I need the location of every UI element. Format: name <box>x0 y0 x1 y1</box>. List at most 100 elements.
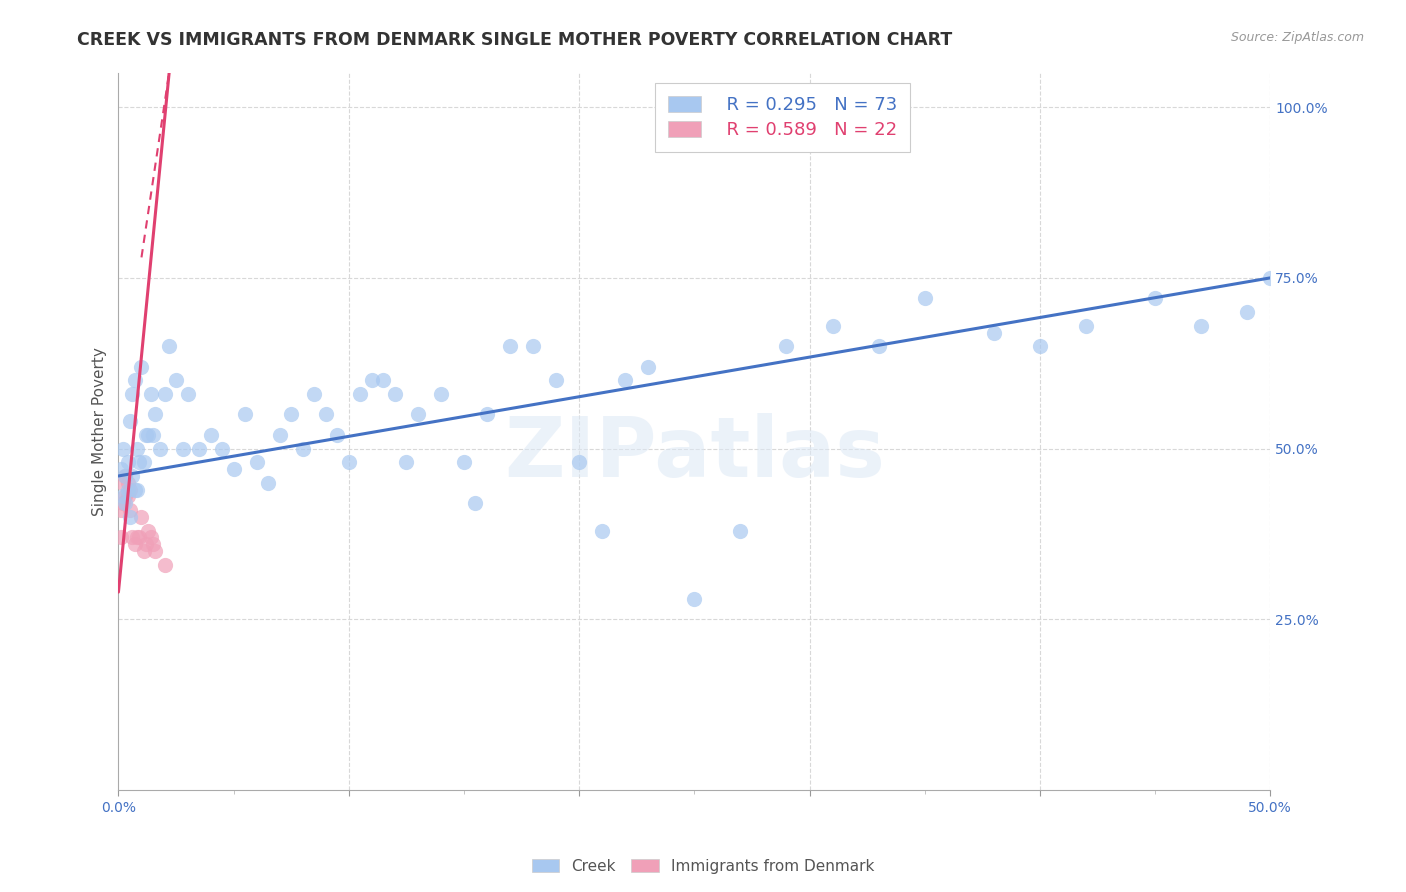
Point <box>124 483 146 497</box>
Point <box>117 475 139 490</box>
Point <box>125 530 148 544</box>
Point <box>337 455 360 469</box>
Point <box>430 387 453 401</box>
Point <box>1189 318 1212 333</box>
Point <box>142 537 165 551</box>
Point <box>233 408 256 422</box>
Point <box>983 326 1005 340</box>
Point <box>114 469 136 483</box>
Point <box>222 462 245 476</box>
Point <box>304 387 326 401</box>
Point <box>124 373 146 387</box>
Point <box>121 530 143 544</box>
Point <box>128 530 150 544</box>
Point <box>110 503 132 517</box>
Point <box>326 428 349 442</box>
Point <box>373 373 395 387</box>
Point <box>121 469 143 483</box>
Point <box>138 524 160 538</box>
Point <box>522 339 544 353</box>
Point <box>315 408 337 422</box>
Point <box>257 475 280 490</box>
Legend: Creek, Immigrants from Denmark: Creek, Immigrants from Denmark <box>526 853 880 880</box>
Point <box>165 373 187 387</box>
Point <box>143 408 166 422</box>
Point <box>139 530 162 544</box>
Point <box>118 483 141 497</box>
Point <box>1258 271 1281 285</box>
Point <box>153 387 176 401</box>
Point <box>499 339 522 353</box>
Point <box>142 428 165 442</box>
Point <box>149 442 172 456</box>
Text: CREEK VS IMMIGRANTS FROM DENMARK SINGLE MOTHER POVERTY CORRELATION CHART: CREEK VS IMMIGRANTS FROM DENMARK SINGLE … <box>77 31 953 49</box>
Point <box>914 292 936 306</box>
Point <box>730 524 752 538</box>
Text: ZIPatlas: ZIPatlas <box>503 413 884 493</box>
Point <box>291 442 314 456</box>
Point <box>112 496 135 510</box>
Point <box>280 408 302 422</box>
Point <box>143 544 166 558</box>
Point <box>637 359 659 374</box>
Point <box>132 455 155 469</box>
Point <box>112 475 135 490</box>
Point <box>110 462 132 476</box>
Point <box>131 510 153 524</box>
Point <box>395 455 418 469</box>
Point <box>591 524 613 538</box>
Point <box>360 373 382 387</box>
Point <box>118 503 141 517</box>
Point <box>153 558 176 572</box>
Point <box>1074 318 1097 333</box>
Point <box>117 455 139 469</box>
Point <box>349 387 371 401</box>
Point <box>139 387 162 401</box>
Point <box>112 490 135 504</box>
Point <box>1144 292 1167 306</box>
Legend:   R = 0.295   N = 73,   R = 0.589   N = 22: R = 0.295 N = 73, R = 0.589 N = 22 <box>655 84 910 152</box>
Point <box>568 455 591 469</box>
Point <box>172 442 194 456</box>
Point <box>614 373 637 387</box>
Point <box>453 455 475 469</box>
Point <box>1236 305 1258 319</box>
Point <box>246 455 269 469</box>
Point <box>546 373 568 387</box>
Point <box>135 537 157 551</box>
Point <box>384 387 406 401</box>
Point <box>117 483 139 497</box>
Point <box>128 455 150 469</box>
Point <box>114 496 136 510</box>
Point <box>188 442 211 456</box>
Point <box>1029 339 1052 353</box>
Point <box>131 359 153 374</box>
Point <box>125 483 148 497</box>
Point <box>121 387 143 401</box>
Point <box>114 469 136 483</box>
Point <box>112 442 135 456</box>
Point <box>868 339 890 353</box>
Point <box>406 408 429 422</box>
Point <box>135 428 157 442</box>
Point <box>110 530 132 544</box>
Point <box>118 510 141 524</box>
Point <box>683 591 706 606</box>
Point <box>132 544 155 558</box>
Point <box>157 339 180 353</box>
Point <box>117 490 139 504</box>
Point <box>125 442 148 456</box>
Point <box>114 490 136 504</box>
Point <box>124 537 146 551</box>
Point <box>821 318 844 333</box>
Point <box>200 428 222 442</box>
Point <box>211 442 233 456</box>
Text: Source: ZipAtlas.com: Source: ZipAtlas.com <box>1230 31 1364 45</box>
Point <box>269 428 291 442</box>
Point <box>138 428 160 442</box>
Point <box>118 414 141 428</box>
Point <box>464 496 486 510</box>
Y-axis label: Single Mother Poverty: Single Mother Poverty <box>93 347 107 516</box>
Point <box>176 387 198 401</box>
Point <box>475 408 498 422</box>
